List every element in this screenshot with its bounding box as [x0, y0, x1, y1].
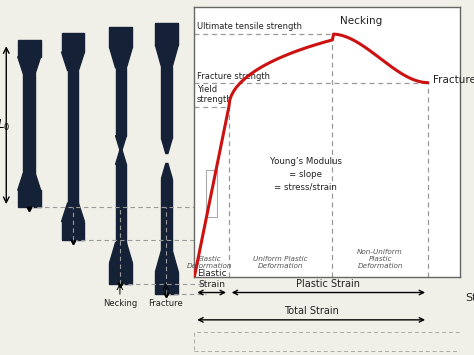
Polygon shape — [109, 263, 132, 284]
Text: Elastic
Deformation: Elastic Deformation — [187, 256, 233, 269]
Text: Fracture strength: Fracture strength — [197, 72, 270, 81]
Polygon shape — [116, 150, 127, 164]
Text: Young’s Modulus
= slope
= stress/strain: Young’s Modulus = slope = stress/strain — [270, 157, 342, 191]
Polygon shape — [62, 52, 84, 71]
Polygon shape — [162, 67, 172, 138]
Text: Total Strain: Total Strain — [284, 306, 338, 316]
Text: Fracture: Fracture — [433, 75, 474, 85]
Text: Strain: Strain — [465, 293, 474, 303]
Polygon shape — [162, 179, 172, 250]
Polygon shape — [116, 68, 127, 136]
Polygon shape — [62, 222, 84, 240]
Polygon shape — [62, 203, 84, 222]
Polygon shape — [109, 27, 132, 47]
Polygon shape — [68, 71, 78, 203]
Text: Fracture: Fracture — [148, 299, 183, 308]
Text: $L_0$: $L_0$ — [0, 118, 9, 133]
Text: Elastic
Strain: Elastic Strain — [197, 269, 227, 289]
Polygon shape — [109, 47, 132, 68]
Polygon shape — [18, 57, 41, 73]
Polygon shape — [18, 174, 41, 190]
Text: Plastic Strain: Plastic Strain — [296, 279, 360, 289]
Polygon shape — [155, 23, 178, 45]
Polygon shape — [162, 164, 172, 179]
Text: Uniform Plastic
Deformation: Uniform Plastic Deformation — [253, 256, 308, 269]
Polygon shape — [155, 45, 178, 67]
Polygon shape — [155, 272, 178, 294]
Polygon shape — [62, 33, 84, 52]
Text: Yield
strength: Yield strength — [197, 85, 233, 104]
Polygon shape — [23, 73, 35, 174]
Polygon shape — [116, 164, 127, 242]
Polygon shape — [109, 242, 132, 263]
Text: Necking: Necking — [103, 299, 137, 308]
Text: Non-Uniform
Plastic
Deformation: Non-Uniform Plastic Deformation — [357, 249, 403, 269]
Polygon shape — [162, 138, 172, 153]
Polygon shape — [18, 190, 41, 207]
Text: Necking: Necking — [340, 16, 383, 26]
Polygon shape — [116, 136, 127, 150]
Polygon shape — [155, 250, 178, 272]
Polygon shape — [18, 40, 41, 57]
Text: Ultimate tensile strength: Ultimate tensile strength — [197, 22, 302, 31]
